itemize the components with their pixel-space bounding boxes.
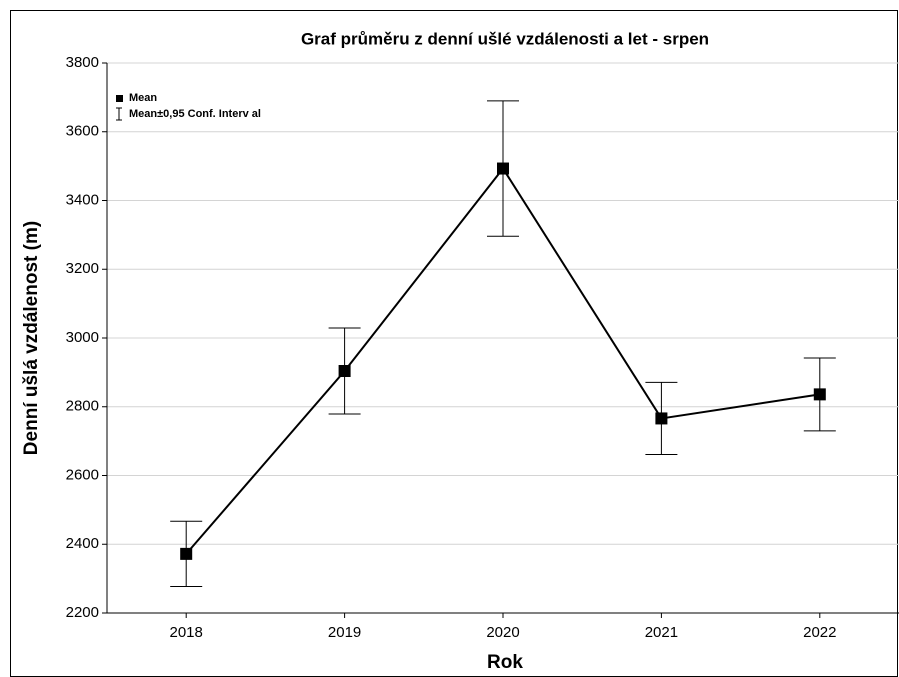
x-tick-label: 2018 <box>170 624 203 641</box>
legend-label: Mean±0,95 Conf. Interv al <box>129 108 261 120</box>
marker <box>655 412 668 425</box>
y-tick-label: 2400 <box>66 535 99 552</box>
legend-marker <box>116 95 123 102</box>
marker <box>180 547 193 560</box>
y-tick-label: 3000 <box>66 329 99 346</box>
x-tick-label: 2020 <box>486 624 519 641</box>
y-tick-label: 3600 <box>66 123 99 140</box>
y-tick-label: 3400 <box>66 191 99 208</box>
legend-label: Mean <box>129 92 157 104</box>
marker <box>497 162 509 175</box>
y-tick-label: 3200 <box>66 260 99 277</box>
y-tick-label: 3800 <box>66 54 99 71</box>
frame <box>10 10 898 677</box>
chart-title: Graf průměru z denní ušlé vzdálenosti a … <box>301 29 709 48</box>
y-tick-label: 2600 <box>66 466 99 483</box>
x-tick-label: 2019 <box>328 624 361 641</box>
x-tick-label: 2022 <box>803 624 836 641</box>
marker <box>338 365 351 377</box>
x-tick-label: 2021 <box>645 624 678 641</box>
y-tick-label: 2800 <box>66 398 99 415</box>
y-tick-label: 2200 <box>66 604 99 621</box>
y-axis-label: Denní ušlá vzdálenost (m) <box>21 221 42 455</box>
x-axis-label: Rok <box>487 652 523 673</box>
marker <box>813 388 826 401</box>
